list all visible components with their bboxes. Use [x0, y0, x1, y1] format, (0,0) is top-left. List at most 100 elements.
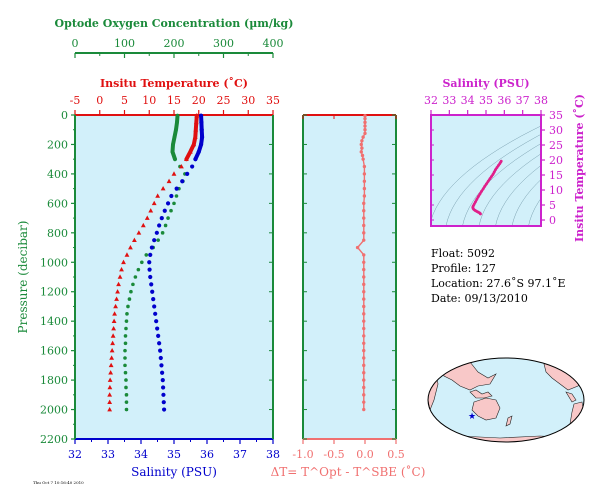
delta-point [362, 172, 367, 176]
salinity-tick-label: 32 [68, 448, 82, 461]
location: Location: 27.6˚S 97.1˚E [431, 277, 566, 290]
delta-point [363, 120, 367, 125]
delta-tick-label: -0.5 [323, 448, 344, 461]
temperature-point [108, 370, 114, 375]
delta-point [360, 153, 365, 158]
oxygen-point [174, 127, 178, 132]
ts-salinity-label: Salinity (PSU) [442, 77, 529, 90]
oxygen-point [127, 297, 132, 301]
temperature-point [107, 406, 113, 412]
delta-point [362, 231, 366, 235]
temperature-point [107, 392, 113, 397]
delta-point [359, 142, 363, 147]
pressure-axis-label: Pressure (decibar) [16, 221, 30, 334]
float-location-marker: ★ [468, 412, 476, 422]
ts-temperature-tick-label: 10 [549, 184, 563, 197]
salinity-tick-label: 38 [266, 448, 280, 461]
salinity-point [161, 392, 166, 397]
salinity-point [154, 319, 159, 324]
temperature-tick-label: 15 [167, 94, 181, 107]
temperature-tick-label: 25 [217, 94, 231, 107]
temperature-point [132, 237, 137, 242]
delta-point [362, 267, 366, 272]
temperature-tick-label: 30 [241, 94, 255, 107]
delta-point [362, 371, 366, 375]
ts-point [495, 166, 499, 169]
oxygen-point [136, 267, 141, 272]
oxygen-point [169, 208, 173, 213]
temperature-point [108, 362, 114, 368]
salinity-point [169, 193, 174, 199]
delta-point [362, 223, 366, 228]
salinity-point [155, 326, 160, 331]
temperature-ticks: -5 0 5 10 15 20 25 30 35 [70, 94, 280, 115]
ts-contour-line [462, 143, 541, 226]
oxygen-point [124, 407, 129, 412]
salinity-point [154, 230, 159, 235]
oxygen-point [129, 289, 133, 294]
ts-salinity-tick-label: 37 [516, 94, 530, 107]
delta-point [362, 209, 366, 213]
delta-panel: -1.0 -0.5 0.0 0.5 ΔT= T^Opt - T^SBE (˚C) [271, 114, 426, 479]
oxygen-tick-label: 300 [213, 37, 234, 50]
oxygen-point [172, 201, 176, 206]
delta-point [363, 131, 367, 136]
delta-point [361, 135, 365, 139]
delta-point [362, 201, 366, 206]
salinity-point [161, 385, 166, 390]
temperature-point [117, 274, 123, 279]
delta-tick-label: -1.0 [292, 448, 313, 461]
salinity-point [149, 282, 154, 287]
temperature-point [114, 296, 119, 301]
temperature-point [151, 200, 157, 206]
delta-point [363, 114, 367, 118]
temperature-point [107, 399, 113, 404]
temperature-axis-label: Insitu Temperature (˚C) [100, 77, 248, 90]
ts-point [490, 175, 493, 178]
delta-point [362, 378, 366, 382]
salinity-point [165, 201, 171, 206]
salinity-point [160, 370, 165, 375]
delta-point [362, 341, 366, 345]
ts-density-contours [431, 125, 541, 226]
ts-salinity-tick-label: 33 [442, 94, 456, 107]
oxygen-point [123, 334, 128, 338]
salinity-point [151, 296, 156, 302]
ts-point [494, 168, 497, 172]
delta-point [362, 238, 366, 242]
oxygen-point [123, 363, 127, 368]
temperature-point [144, 215, 150, 220]
salinity-point [158, 355, 163, 361]
timestamp-footer: Thu Oct 7 10:16:40 2010 [33, 480, 84, 485]
ts-contour-line [478, 153, 541, 226]
ts-temperature-label: Insitu Temperature (˚C) [573, 94, 586, 242]
delta-point [363, 116, 367, 121]
oxygen-point [126, 304, 130, 309]
salinity-point [149, 245, 154, 250]
salinity-point [180, 179, 185, 184]
temperature-point [110, 333, 116, 338]
ts-point [481, 187, 485, 191]
oxygen-tick-label: 100 [114, 37, 135, 50]
oxygen-point [124, 385, 128, 390]
oxygen-tick-label: 200 [164, 37, 185, 50]
ts-temperature-tick-label: 25 [549, 139, 563, 152]
delta-point [362, 326, 366, 331]
salinity-point [199, 120, 204, 125]
oxygen-point [172, 135, 177, 139]
pressure-ticks: 0 200 400 600 800 1000 1200 1400 1600 1800 2000 220… [40, 109, 75, 446]
delta-point [355, 245, 360, 250]
temperature-point [111, 325, 117, 331]
world-map: ★ [427, 357, 585, 443]
temperature-point [115, 289, 120, 294]
ts-point [475, 197, 479, 201]
temperature-point [193, 127, 199, 132]
oxygen-point [124, 319, 129, 323]
delta-axis-label: ΔT= T^Opt - T^SBE (˚C) [271, 464, 426, 479]
delta-point [362, 363, 366, 368]
ts-point [488, 177, 492, 181]
pressure-tick-label: 600 [47, 197, 68, 210]
salinity-point [174, 186, 179, 191]
salinity-point [193, 157, 198, 162]
delta-point [362, 186, 367, 191]
